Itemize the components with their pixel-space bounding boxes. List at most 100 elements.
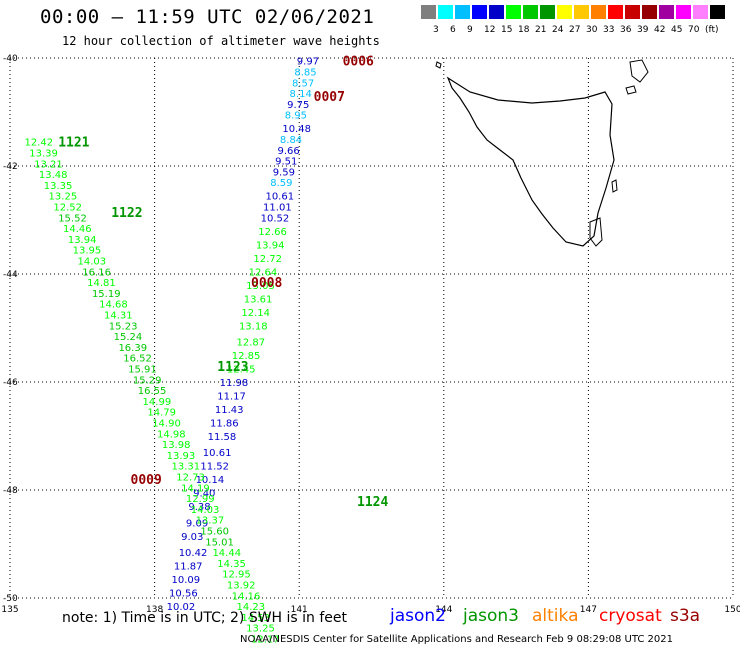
- wave-height-value: 11.87: [174, 562, 203, 573]
- wave-height-value: 14.46: [63, 224, 92, 235]
- wave-height-value: 13.93: [167, 451, 196, 462]
- wave-height-value: 14.35: [217, 559, 246, 570]
- wave-height-values: 9.978.858.578.149.758.9510.488.849.669.5…: [24, 57, 319, 646]
- wave-height-value: 14.81: [87, 278, 116, 289]
- legend-label: 18: [518, 25, 530, 35]
- legend-swatch: [557, 5, 572, 19]
- wave-height-value: 10.14: [196, 475, 225, 486]
- flinders-island: [629, 59, 649, 83]
- wave-height-value: 9.03: [181, 532, 203, 543]
- legend-swatch: [540, 5, 555, 19]
- wave-height-value: 14.19: [181, 483, 210, 494]
- wave-height-value: 13.94: [68, 235, 97, 246]
- legend-swatch: [710, 5, 725, 19]
- legend-swatch: [642, 5, 657, 19]
- legend-swatch: [591, 5, 606, 19]
- wave-height-value: 9.75: [287, 100, 309, 111]
- wave-height-value: 11.17: [217, 392, 246, 403]
- wave-height-value: 11.98: [220, 378, 249, 389]
- wave-height-value: 9.66: [278, 146, 300, 157]
- grid-lines: [9, 57, 734, 599]
- legend-swatch: [625, 5, 640, 19]
- pass-time-label: 0008: [251, 276, 282, 291]
- wave-height-value: 13.18: [239, 321, 268, 332]
- y-tick-label: -46: [3, 378, 18, 388]
- wave-height-value: 9.40: [193, 489, 215, 500]
- legend-swatch: [523, 5, 538, 19]
- wave-height-value: 14.90: [152, 419, 181, 430]
- wave-height-value: 10.56: [169, 589, 198, 600]
- legend-label: 3: [433, 25, 439, 35]
- wave-height-value: 15.23: [109, 321, 138, 332]
- wave-height-value: 12.64: [249, 267, 278, 278]
- wave-height-value: 14.16: [232, 591, 261, 602]
- wave-height-value: 10.09: [171, 575, 200, 586]
- pass-time-label: 1122: [111, 206, 142, 221]
- wave-height-value: 12.95: [222, 570, 251, 581]
- legend-label: 42: [654, 25, 666, 35]
- wave-height-value: 14.31: [104, 311, 133, 322]
- satellite-name: s3a: [670, 606, 701, 626]
- wave-height-value: 11.52: [200, 462, 229, 473]
- x-tick-label: 147: [580, 605, 597, 615]
- wave-height-value: 12.87: [237, 338, 266, 349]
- wave-height-value: 13.39: [29, 149, 58, 160]
- wave-height-value: 9.97: [297, 57, 319, 68]
- legend-swatch: [693, 5, 708, 19]
- wave-height-value: 12.72: [253, 254, 282, 265]
- y-tick-label: -40: [3, 54, 18, 64]
- legend-swatch: [574, 5, 589, 19]
- wave-height-value: 13.21: [34, 159, 63, 170]
- wave-height-value: 11.86: [210, 419, 239, 430]
- wave-height-value: 12.17: [251, 635, 280, 646]
- legend-label: 33: [603, 25, 615, 35]
- pass-time-label: 0006: [343, 55, 374, 70]
- x-tick-label: 135: [1, 605, 18, 615]
- wave-height-value: 13.25: [49, 192, 78, 203]
- tasmania-outline: [446, 76, 615, 247]
- x-tick-label: 138: [146, 605, 163, 615]
- y-tick-label: -48: [3, 486, 18, 496]
- pass-time-label: 1123: [217, 360, 248, 375]
- wave-height-value: 12.99: [186, 494, 215, 505]
- legend-swatch: [455, 5, 470, 19]
- legend-swatch: [421, 5, 436, 19]
- legend-label: 12: [484, 25, 496, 35]
- wave-height-value: 13.05: [246, 281, 275, 292]
- wave-height-value: 12.85: [232, 351, 261, 362]
- bruny-island: [589, 217, 603, 247]
- legend-label: 70: [688, 25, 700, 35]
- wave-height-value: 12.14: [241, 308, 270, 319]
- pass-time-labels: 0006 0007 0008 0009 1121 1122 1123 1124: [58, 55, 388, 510]
- legend-label: 30: [586, 25, 598, 35]
- wave-height-value: 16.39: [118, 343, 147, 354]
- chart-title: 00:00 – 11:59 UTC 02/06/2021: [40, 6, 375, 28]
- satellite-name: jason2: [390, 606, 446, 626]
- chart-subtitle: 12 hour collection of altimeter wave hei…: [62, 34, 380, 48]
- legend-label: 39: [637, 25, 649, 35]
- wave-height-value: 12.73: [176, 473, 205, 484]
- wave-height-value: 16.52: [123, 354, 152, 365]
- wave-height-value: 15.24: [114, 332, 143, 343]
- wave-height-value: 8.14: [290, 89, 312, 100]
- king-island: [435, 61, 442, 69]
- legend-label: 21: [535, 25, 547, 35]
- wave-height-value: 13.61: [244, 294, 273, 305]
- wave-height-value: 14.44: [212, 548, 241, 559]
- wave-height-value: 9.51: [275, 157, 297, 168]
- wave-height-value: 8.85: [294, 68, 316, 79]
- wave-height-value: 14.68: [99, 300, 128, 311]
- y-tick-label: -42: [3, 162, 18, 172]
- wave-height-value: 13.31: [171, 462, 200, 473]
- wave-height-value: 13.95: [73, 246, 102, 257]
- wave-height-value: 11.43: [215, 405, 244, 416]
- wave-height-value: 14.03: [191, 505, 220, 516]
- wave-height-value: 14.79: [147, 408, 176, 419]
- legend-label: 36: [620, 25, 632, 35]
- wave-height-value: 8.84: [280, 135, 302, 146]
- wave-height-value: 15.91: [128, 365, 157, 376]
- wave-height-value: 14.23: [237, 602, 266, 613]
- wave-height-value: 8.59: [270, 178, 292, 189]
- wave-height-value: 13.94: [256, 240, 285, 251]
- tasmania-coastline: [435, 59, 649, 247]
